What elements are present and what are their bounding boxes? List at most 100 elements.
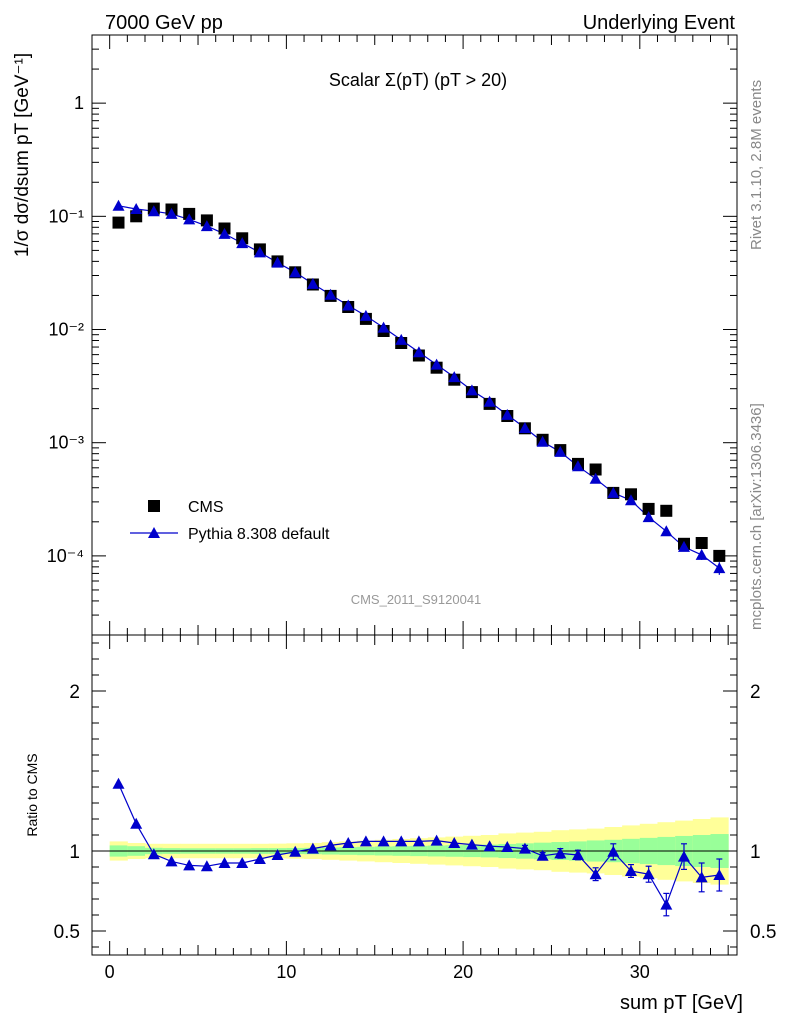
pythia-point	[713, 562, 726, 574]
ratio-point	[483, 840, 496, 852]
cms-point	[642, 502, 655, 515]
pythia-point	[342, 299, 355, 311]
ratio-point	[200, 860, 213, 872]
rivet-version-label: Rivet 3.1.10, 2.8M events	[748, 80, 765, 250]
x-axis-label: sum pT [GeV]	[620, 992, 743, 1014]
ratio-point	[359, 835, 372, 847]
ratio-point	[430, 834, 443, 846]
pythia-point	[589, 472, 602, 484]
pythia-point	[395, 333, 408, 345]
ratio-point	[518, 842, 531, 854]
header-right: Underlying Event	[583, 12, 736, 34]
ratio-point	[236, 857, 249, 868]
pythia-point	[501, 408, 514, 420]
ratio-point	[306, 842, 319, 854]
ratio-y-tick-label-right: 0.5	[750, 922, 776, 943]
ratio-pythia-points	[112, 777, 726, 917]
x-tick-label: 20	[453, 962, 473, 982]
pythia-point	[236, 237, 249, 249]
ratio-point	[677, 850, 690, 862]
pythia-point	[642, 511, 655, 523]
x-tick-label: 0	[105, 962, 115, 982]
ratio-y-tick-label: 2	[69, 682, 80, 703]
ratio-point	[253, 853, 266, 864]
pythia-point	[165, 207, 178, 219]
ratio-panel: 0.5 1 2 0.5 1 2 0 10 20 30 Ratio to CMS sum pT …	[24, 634, 776, 1014]
ratio-point	[695, 871, 708, 883]
pythia-point	[465, 384, 478, 396]
x-tick-label: 10	[276, 962, 296, 982]
ratio-point	[377, 835, 390, 847]
main-axis-ticks	[92, 34, 737, 636]
pythia-point	[607, 486, 620, 498]
x-tick-label: 30	[630, 962, 650, 982]
pythia-point	[448, 371, 461, 383]
ratio-point	[271, 849, 284, 860]
pythia-main-points	[112, 199, 726, 575]
pythia-point	[359, 309, 372, 321]
pythia-point	[200, 220, 213, 232]
main-y-tick-labels: 10⁻⁴ 10⁻³ 10⁻² 10⁻¹ 1	[47, 93, 84, 566]
ratio-y-tick-label-right: 2	[750, 682, 761, 703]
ratio-frame	[91, 634, 738, 956]
plot-title: Scalar Σ(pT) (pT > 20)	[329, 70, 507, 90]
pythia-point	[324, 288, 337, 300]
y-tick-label-1e-2: 10⁻²	[48, 320, 84, 340]
pythia-point	[695, 548, 708, 560]
ratio-point	[112, 777, 125, 789]
cms-point	[589, 463, 602, 476]
pythia-point	[130, 203, 143, 215]
ratio-y-tick-labels-left: 0.5 1 2	[54, 682, 80, 943]
legend-marker-cms	[148, 500, 160, 512]
ratio-axis-ticks	[92, 635, 737, 955]
cms-point	[713, 549, 726, 562]
pythia-point	[253, 246, 266, 258]
cms-point	[112, 216, 125, 229]
ratio-point	[289, 845, 302, 857]
ratio-point	[465, 838, 478, 850]
y-tick-label-1e-1: 10⁻¹	[48, 206, 84, 226]
pythia-point	[483, 395, 496, 407]
legend-label-cms: CMS	[188, 499, 224, 516]
y-tick-label-1e-4: 10⁻⁴	[47, 546, 84, 566]
pythia-point	[677, 540, 690, 552]
cms-point	[660, 504, 673, 517]
pythia-point	[271, 256, 284, 268]
ratio-point	[342, 837, 355, 848]
pythia-point	[183, 213, 196, 225]
header-left: 7000 GeV pp	[105, 12, 223, 34]
ratio-y-tick-label: 0.5	[54, 922, 80, 943]
ratio-y-tick-label-right: 1	[750, 842, 761, 863]
ratio-point	[660, 898, 673, 910]
ratio-point	[554, 847, 567, 859]
main-panel: 10⁻⁴ 10⁻³ 10⁻² 10⁻¹ 1 Scalar Σ(pT) (pT >…	[12, 34, 738, 636]
legend: CMS Pythia 8.308 default	[130, 499, 330, 543]
pythia-point	[112, 199, 125, 211]
main-frame	[91, 34, 738, 636]
ratio-y-tick-labels-right: 0.5 1 2	[750, 682, 776, 943]
x-tick-labels: 0 10 20 30	[105, 962, 650, 982]
ratio-point	[501, 841, 514, 852]
ratio-point	[607, 845, 620, 857]
ratio-point	[536, 849, 549, 861]
pythia-point	[660, 525, 673, 537]
legend-marker-pythia	[148, 527, 160, 538]
ratio-point	[713, 869, 726, 880]
ratio-point	[165, 855, 178, 867]
ratio-point	[589, 868, 602, 880]
ratio-point	[183, 859, 196, 871]
pythia-point	[536, 435, 549, 447]
y-tick-label-1: 1	[74, 93, 84, 113]
pythia-point	[430, 358, 443, 370]
ratio-point	[412, 835, 425, 847]
pythia-point	[571, 460, 584, 472]
ratio-y-tick-label: 1	[69, 842, 80, 863]
ratio-point	[624, 865, 637, 876]
y-tick-label-1e-3: 10⁻³	[48, 433, 84, 453]
legend-label-pythia: Pythia 8.308 default	[188, 526, 330, 543]
ratio-point	[571, 849, 584, 860]
pythia-point	[306, 277, 319, 289]
analysis-watermark: CMS_2011_S9120041	[351, 592, 482, 607]
pythia-point	[218, 227, 231, 239]
